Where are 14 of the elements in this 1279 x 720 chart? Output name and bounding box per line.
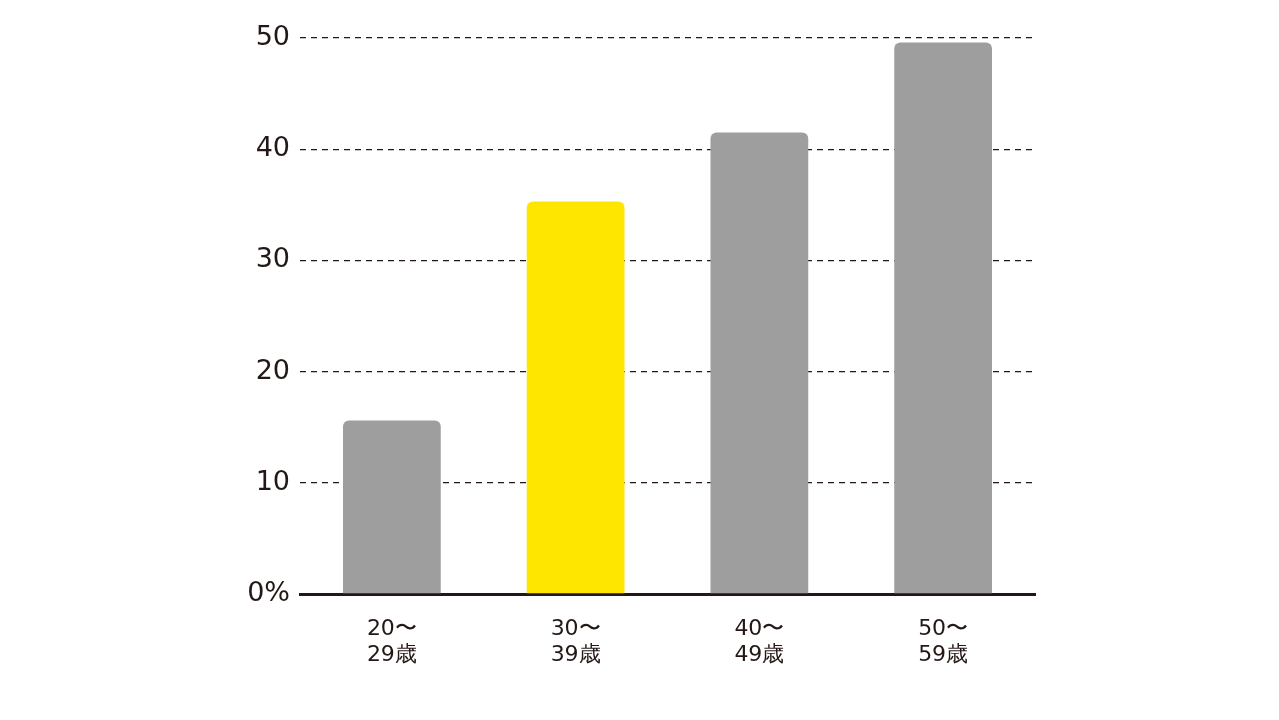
y-tick-label: 0% [247,576,290,608]
x-tick-label: 40〜 49歳 [734,614,785,667]
y-tick-label: 40 [255,131,290,163]
bar [894,42,992,594]
bar [526,201,625,594]
y-tick-label: 10 [255,464,290,496]
y-tick-label: 50 [255,20,290,52]
x-tick-label: 50〜 59歳 [918,614,969,667]
x-tick-label: 30〜 39歳 [550,614,601,667]
y-tick-label: 20 [255,353,290,385]
bar [710,132,809,594]
bar [343,420,441,594]
x-tick-label: 20〜 29歳 [366,614,417,667]
y-tick-label: 30 [255,242,290,274]
